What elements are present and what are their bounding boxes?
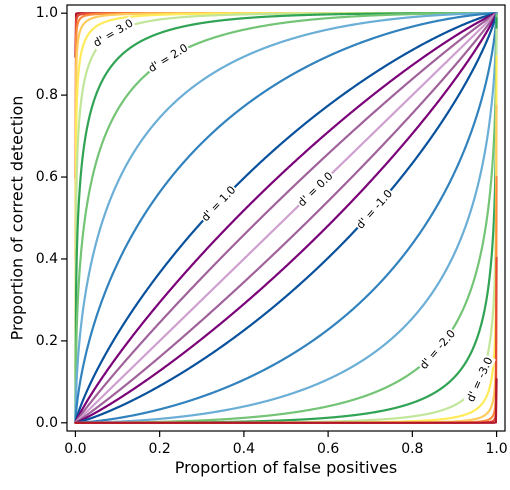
roc-curve [74,12,498,424]
roc-curve [74,12,498,424]
roc-curve [74,378,498,424]
roc-curve [74,12,498,424]
roc-curve [74,12,498,423]
y-axis: 0.0 0.2 0.4 0.6 0.8 1.0 [36,5,67,431]
roc-curve [74,12,498,424]
curve-label: d' = 1.0 [199,183,239,224]
y-tick-label: 0.4 [36,251,58,267]
x-tick-label: 0.0 [64,441,86,457]
y-tick-label: 0.6 [36,169,58,185]
curve-label: d' = -2.0 [417,327,458,372]
y-tick-label: 1.0 [36,5,58,21]
y-axis-label: Proportion of correct detection [8,96,27,341]
x-tick-label: 0.4 [233,441,255,457]
curve-label-background [145,40,191,76]
roc-curve [74,12,498,424]
curve-label-background [198,182,240,225]
curve-label: d' = 0.0 [295,169,335,209]
curve-label-background [416,326,459,373]
x-axis-label: Proportion of false positives [175,458,397,477]
roc-curve [74,12,498,424]
y-tick-label: 0.0 [36,415,58,431]
x-tick-label: 0.2 [149,441,171,457]
roc-curve [74,12,498,424]
curve-label-background [353,186,396,233]
curve-label: d' = 3.0 [91,16,135,49]
x-tick-label: 1.0 [485,441,507,457]
roc-curve [74,12,498,424]
roc-curve [74,55,498,424]
y-tick-label: 0.2 [36,333,58,349]
x-axis: 0.0 0.2 0.4 0.6 0.8 1.0 [64,431,508,457]
y-tick-label: 0.8 [36,87,58,103]
roc-curve [74,12,498,424]
curve-label-background [463,354,496,405]
roc-curve [74,12,498,381]
curve-label-background [90,15,137,51]
x-tick-label: 0.8 [401,441,423,457]
curve-label-background [294,168,337,210]
roc-curves [74,12,498,424]
roc-curve [74,12,498,424]
curve-label: d' = 2.0 [146,41,190,75]
plot-frame [66,4,506,432]
x-tick-label: 0.6 [317,441,339,457]
roc-curve [74,12,498,424]
